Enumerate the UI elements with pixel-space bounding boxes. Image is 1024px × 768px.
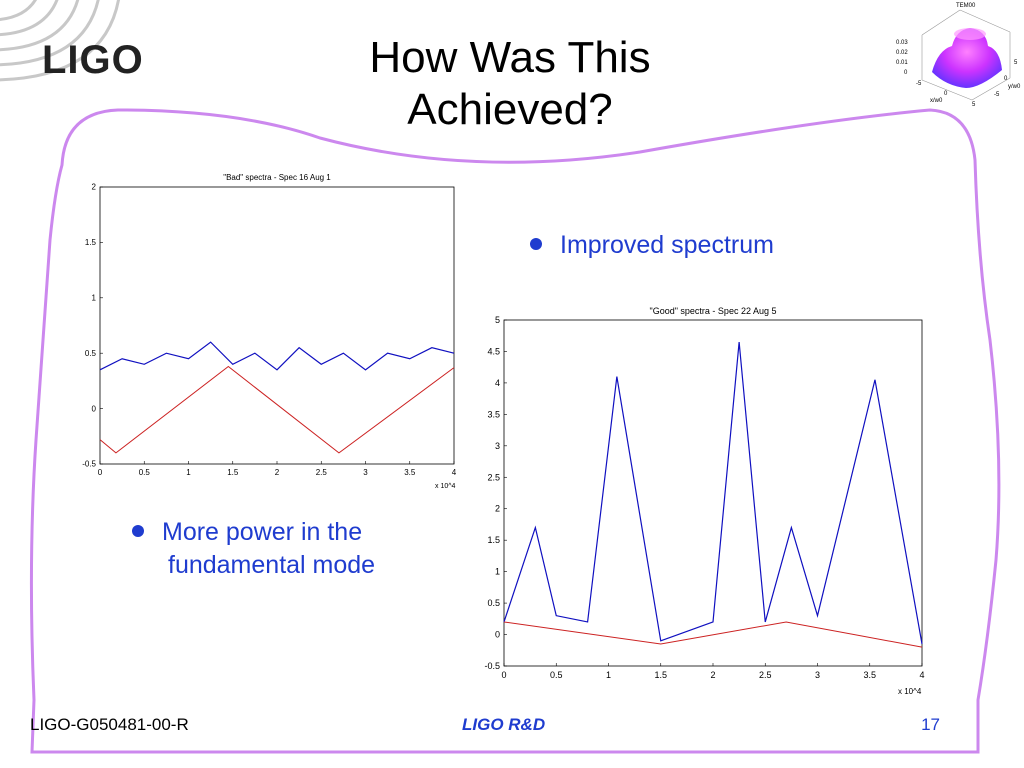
- bad-chart-title: "Bad" spectra - Spec 16 Aug 1: [223, 173, 331, 182]
- bullet-text-line-1: More power in the: [162, 518, 363, 546]
- tem-x-tick-1: -5: [916, 81, 922, 87]
- good-fit-line: [503, 621, 923, 648]
- bad-spectrum-line: [99, 341, 455, 371]
- good-y-tick-label: 2: [495, 504, 500, 514]
- logo-text: LIGO: [42, 38, 144, 82]
- footer-document-id: LIGO-G050481-00-R: [30, 715, 189, 734]
- decorative-arcs: [0, 0, 120, 82]
- bad-x-tick-label: 4: [452, 468, 457, 477]
- tem-title: TEM00: [956, 3, 976, 9]
- bullet-text-line-2: fundamental mode: [168, 551, 376, 579]
- tem-z-tick-2: 0.02: [896, 50, 908, 56]
- bad-x-tick-label: 2.5: [316, 468, 328, 477]
- title-line-2: Achieved?: [407, 85, 613, 134]
- bad-x-tick-label: 1.5: [227, 468, 239, 477]
- page-title: How Was This Achieved?: [300, 32, 720, 136]
- tem-y-tick-1: 5: [1014, 60, 1018, 66]
- bad-y-tick-label: 0.5: [85, 349, 97, 358]
- page-number: 17: [921, 715, 940, 734]
- tem-z-tick-1: 0.03: [896, 40, 908, 46]
- good-x-tick-label: 2: [710, 670, 715, 680]
- good-y-tick-label: 2.5: [487, 472, 500, 482]
- bad-x-multiplier: x 10^4: [435, 483, 456, 490]
- bullet-dot-icon: [132, 525, 144, 538]
- tem-x-tick-3: 5: [972, 102, 976, 108]
- good-y-tick-label: 3: [495, 441, 500, 451]
- bad-y-tick-label: -0.5: [82, 460, 96, 469]
- tem-y-label: y/w0: [1008, 84, 1021, 90]
- good-y-tick-label: -0.5: [484, 661, 500, 671]
- good-y-tick-label: 0.5: [487, 598, 500, 608]
- good-x-tick-label: 0: [501, 670, 506, 680]
- good-x-tick-label: 1: [606, 670, 611, 680]
- bad-fit-line: [99, 365, 455, 454]
- bad-x-tick-label: 2: [275, 468, 280, 477]
- good-x-multiplier: x 10^4: [898, 687, 922, 696]
- ligo-logo: LIGO: [42, 38, 144, 83]
- bad-y-tick-label: 1.5: [85, 238, 97, 247]
- good-chart-title: "Good" spectra - Spec 22 Aug 5: [650, 306, 777, 316]
- good-x-tick-label: 0.5: [550, 670, 563, 680]
- good-spectrum-line: [503, 341, 923, 645]
- tem-z-tick-4: 0: [904, 70, 908, 76]
- bullet-more-power: More power in the fundamental mode: [132, 516, 375, 582]
- tem-z-tick-3: 0.01: [896, 60, 908, 66]
- good-y-tick-label: 5: [495, 315, 500, 325]
- good-y-tick-label: 1.5: [487, 535, 500, 545]
- bad-x-tick-label: 0.5: [139, 468, 151, 477]
- bad-x-tick-label: 1: [186, 468, 191, 477]
- good-x-tick-label: 3.5: [863, 670, 876, 680]
- good-y-tick-label: 0: [495, 630, 500, 640]
- good-y-tick-label: 4: [495, 378, 500, 388]
- bad-spectra-chart: "Bad" spectra - Spec 16 Aug 1 0 0.5 1 1.5 2 2…: [82, 173, 457, 490]
- bad-x-tick-label: 3: [363, 468, 368, 477]
- tem00-surface-plot: TEM00 0.03 0.02 0.01 0 -5 0 5 5 0 -5 x/w…: [896, 3, 1021, 108]
- title-line-1: How Was This: [369, 33, 651, 82]
- bullet-dot-icon: [530, 238, 542, 251]
- bullet-improved-spectrum: Improved spectrum: [530, 229, 774, 262]
- bad-x-tick-label: 0: [98, 468, 103, 477]
- good-y-tick-label: 3.5: [487, 409, 500, 419]
- good-x-tick-label: 3: [815, 670, 820, 680]
- bullet-text: Improved spectrum: [560, 231, 774, 259]
- good-y-tick-label: 1: [495, 567, 500, 577]
- bad-x-tick-label: 3.5: [404, 468, 416, 477]
- bad-y-tick-label: 0: [92, 404, 97, 413]
- good-x-tick-label: 2.5: [759, 670, 772, 680]
- good-y-tick-label: 4.5: [487, 346, 500, 356]
- tem-y-tick-2: 0: [1004, 76, 1008, 82]
- tem-x-label: x/w0: [930, 98, 943, 104]
- tem-x-tick-2: 0: [944, 91, 948, 97]
- bad-y-tick-label: 1: [92, 293, 97, 302]
- good-x-tick-label: 4: [919, 670, 924, 680]
- bad-y-tick-label: 2: [92, 183, 97, 192]
- good-x-tick-label: 1.5: [654, 670, 667, 680]
- tem-y-tick-3: -5: [994, 92, 1000, 98]
- good-spectra-chart: "Good" spectra - Spec 22 Aug 5 0 0.5 1 1.5 2…: [484, 306, 924, 696]
- footer-center-label: LIGO R&D: [462, 715, 546, 734]
